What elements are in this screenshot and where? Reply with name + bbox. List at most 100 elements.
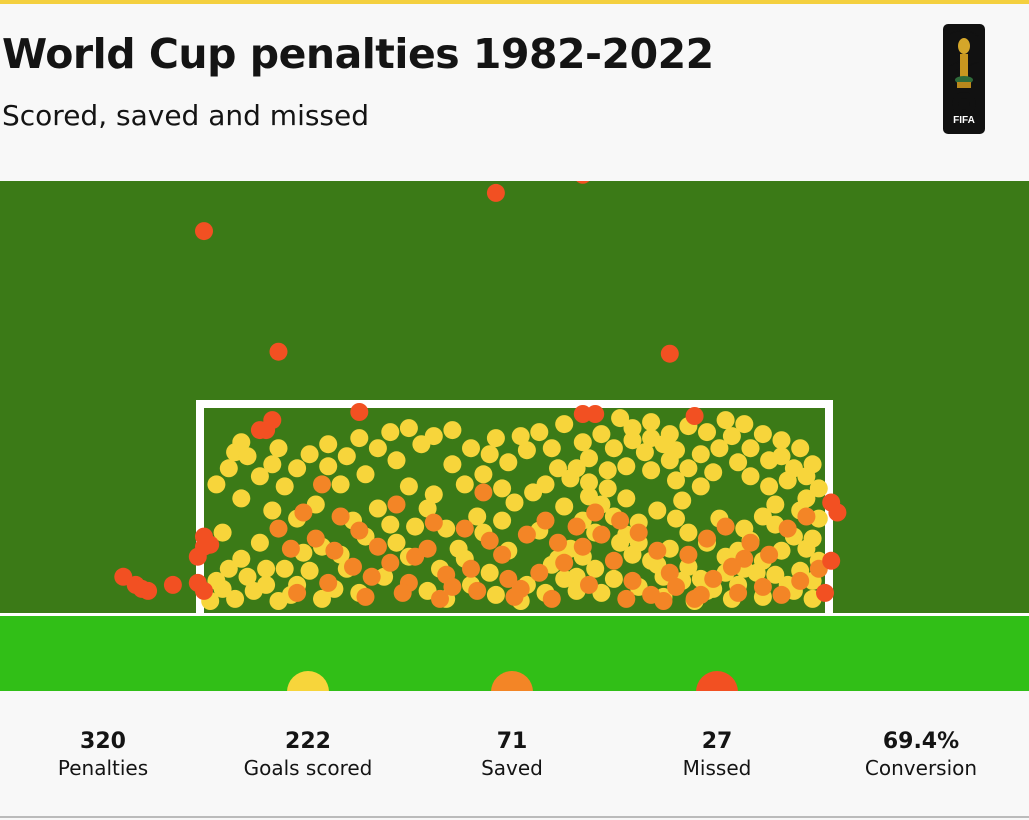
marker-scored-136 [592, 425, 611, 444]
marker-scored-183 [691, 569, 710, 588]
marker-scored-148 [791, 439, 810, 458]
marker-scored-34 [480, 563, 499, 582]
pitch-background [0, 181, 1029, 616]
marker-saved-39 [462, 559, 480, 578]
marker-scored-86 [747, 563, 766, 582]
marker-saved-16 [604, 551, 623, 570]
marker-scored-24 [580, 449, 598, 468]
marker-saved-0 [306, 529, 325, 548]
marker-saved-15 [586, 503, 605, 522]
marker-scored-169 [511, 427, 530, 446]
marker-saved-46 [592, 525, 611, 544]
marker-scored-158 [319, 457, 338, 476]
marker-saved-47 [611, 511, 630, 530]
marker-scored-196 [772, 447, 791, 466]
marker-saved-66 [580, 575, 598, 594]
marker-scored-172 [555, 415, 574, 434]
marker-scored-161 [368, 439, 387, 458]
marker-missed-10 [195, 581, 213, 600]
marker-scored-142 [691, 445, 710, 464]
top-accent-rule [0, 0, 1029, 4]
stat-saved-label: Saved [481, 756, 543, 780]
marker-scored-58 [679, 523, 698, 542]
marker-saved-56 [778, 519, 797, 538]
penalty-markers [114, 181, 847, 610]
marker-saved-55 [760, 545, 779, 564]
marker-saved-17 [623, 571, 642, 590]
marker-scored-21 [486, 429, 505, 448]
marker-saved-20 [679, 545, 698, 564]
marker-missed-29 [816, 583, 834, 602]
marker-scored-154 [263, 455, 282, 474]
marker-scored-6 [250, 533, 269, 552]
marker-scored-165 [443, 421, 462, 440]
marker-scored-117 [269, 592, 288, 610]
marker-saved-54 [741, 533, 760, 552]
marker-scored-163 [399, 419, 418, 438]
marker-scored-45 [704, 463, 723, 482]
marker-scored-3 [319, 435, 338, 454]
marker-scored-162 [381, 423, 400, 442]
marker-scored-160 [350, 429, 369, 448]
marker-saved-10 [493, 545, 512, 564]
marker-scored-72 [375, 567, 394, 586]
marker-missed-3 [139, 581, 158, 600]
marker-scored-98 [424, 485, 443, 504]
marker-scored-168 [499, 453, 518, 472]
marker-saved-57 [797, 507, 816, 526]
marker-missed-27 [828, 503, 847, 522]
marker-scored-38 [617, 489, 636, 508]
marker-saved-41 [499, 569, 518, 588]
marker-saved-61 [393, 583, 412, 602]
marker-scored-192 [803, 529, 822, 548]
marker-scored-105 [648, 501, 667, 520]
marker-scored-188 [753, 507, 772, 526]
marker-missed-28 [822, 551, 841, 570]
marker-scored-95 [356, 465, 375, 484]
marker-scored-197 [753, 425, 772, 444]
marker-scored-7 [275, 559, 294, 578]
marker-saved-38 [443, 577, 462, 596]
marker-scored-90 [232, 489, 251, 508]
bottom-rule [0, 816, 1029, 818]
marker-scored-14 [381, 515, 400, 534]
marker-saved-35 [387, 495, 406, 514]
stat-penalties-label: Penalties [57, 756, 149, 780]
marker-scored-195 [784, 459, 803, 478]
marker-scored-207 [586, 559, 605, 578]
marker-missed-15 [195, 222, 213, 241]
marker-saved-67 [617, 589, 636, 608]
marker-scored-26 [617, 457, 636, 476]
marker-scored-97 [399, 477, 418, 496]
world-cup-2026-logo-icon: FIFA [943, 24, 985, 134]
marker-scored-151 [219, 459, 238, 478]
marker-missed-16 [350, 403, 369, 421]
chart-title: World Cup penalties 1982-2022 [2, 30, 714, 78]
marker-scored-133 [536, 475, 555, 494]
marker-scored-19 [493, 479, 512, 498]
marker-scored-145 [741, 439, 760, 458]
stat-goals-scored-label: Goals scored [243, 756, 373, 780]
marker-scored-202 [660, 425, 679, 444]
marker-saved-59 [319, 573, 338, 592]
marker-scored-137 [604, 439, 623, 458]
marker-scored-113 [213, 579, 232, 598]
stat-saved-value: 71 [496, 729, 528, 754]
marker-scored-42 [642, 461, 661, 480]
marker-scored-171 [542, 439, 561, 458]
marker-saved-49 [648, 541, 667, 560]
marker-saved-8 [455, 519, 474, 538]
goal-line [0, 613, 1029, 616]
marker-scored-46 [729, 453, 748, 472]
marker-saved-19 [660, 563, 679, 582]
stat-missed-label: Missed [682, 756, 752, 780]
stat-goals-scored-value: 222 [285, 729, 331, 754]
marker-saved-48 [629, 523, 648, 542]
marker-scored-173 [567, 459, 586, 478]
marker-scored-152 [232, 433, 251, 452]
legend-markers [287, 671, 738, 691]
marker-saved-2 [344, 557, 362, 576]
marker-scored-115 [238, 567, 257, 586]
marker-scored-166 [462, 439, 480, 458]
marker-saved-45 [573, 537, 592, 556]
